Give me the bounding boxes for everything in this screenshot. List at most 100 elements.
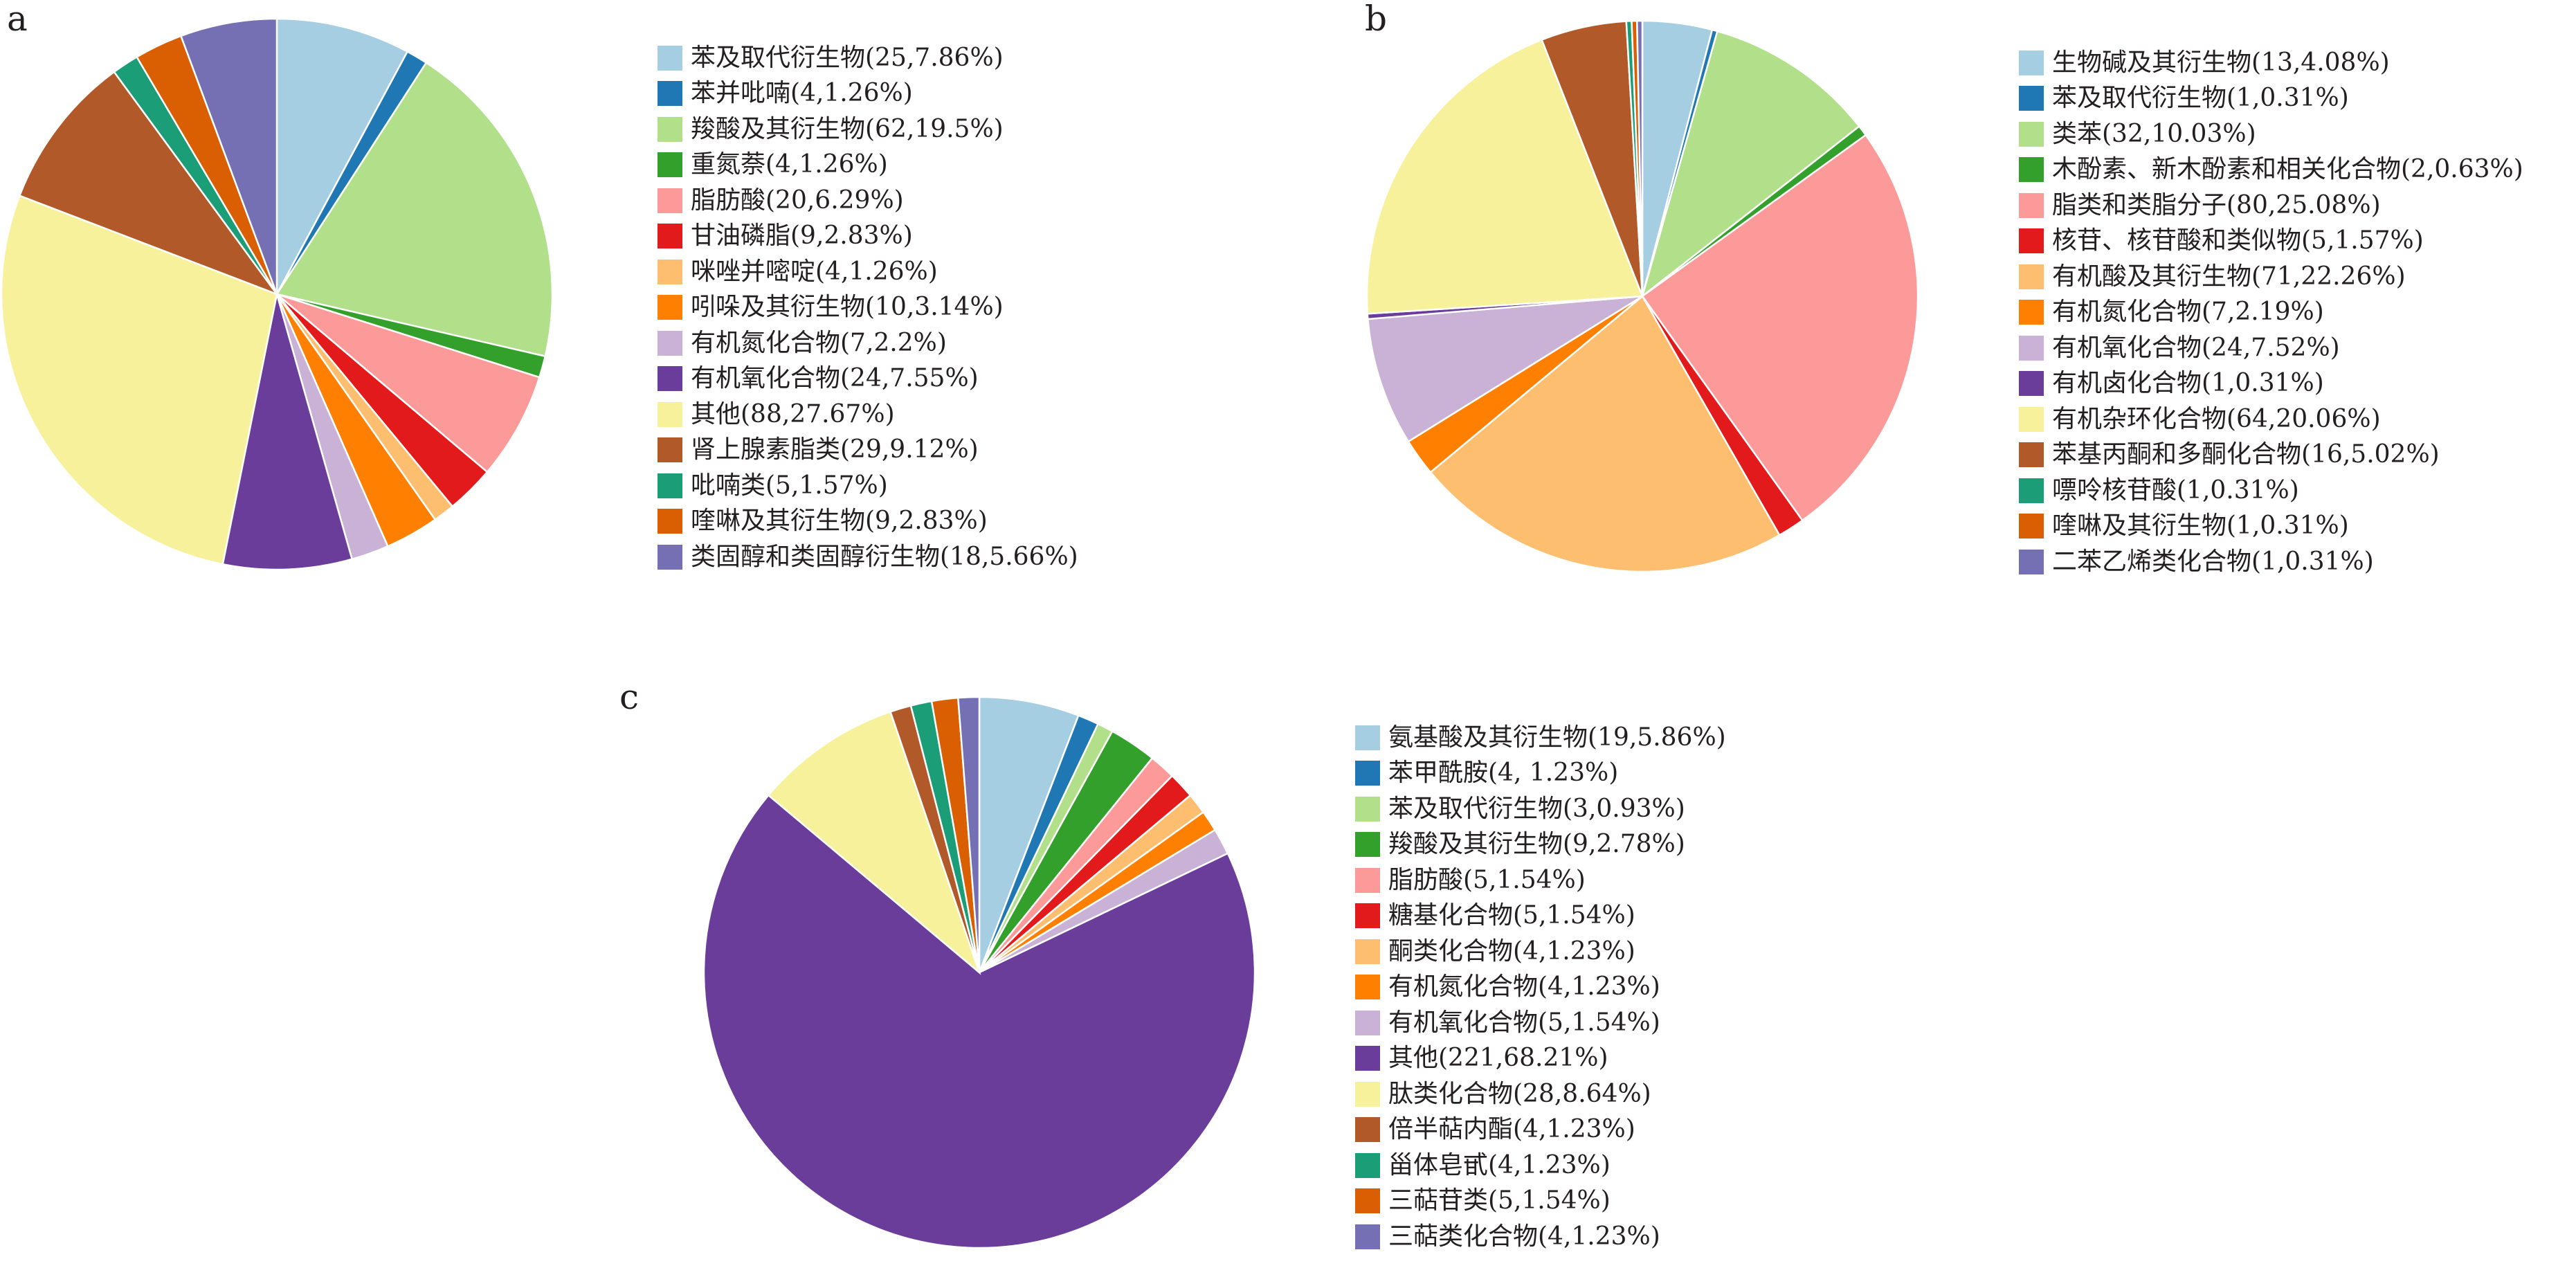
- legend-label: 氨基酸及其衍生物(19,5.86%): [1388, 723, 1726, 752]
- legend-label: 有机卤化合物(1,0.31%): [2052, 369, 2324, 398]
- legend-swatch: [1355, 1046, 1380, 1071]
- pie-slice: [0, 194, 278, 565]
- legend-swatch: [1355, 975, 1380, 1000]
- legend-label: 苯甲酰胺(4, 1.23%): [1388, 759, 1619, 788]
- legend-swatch: [2019, 478, 2044, 503]
- legend-label: 有机氧化合物(5,1.54%): [1388, 1008, 1660, 1037]
- legend-item: 倍半萜内酯(4,1.23%): [1355, 1112, 1726, 1148]
- legend-swatch: [657, 259, 682, 284]
- legend-swatch: [2019, 406, 2044, 432]
- pie-slice: [275, 61, 554, 358]
- legend-swatch: [2019, 86, 2044, 111]
- legend-item: 其他(221,68.21%): [1355, 1041, 1726, 1077]
- legend-item: 有机氮化合物(7,2.2%): [657, 325, 1078, 361]
- legend-swatch: [2019, 371, 2044, 397]
- legend-item: 苯及取代衍生物(3,0.93%): [1355, 791, 1726, 827]
- legend-swatch: [657, 544, 682, 570]
- legend-item: 类苯(32,10.03%): [2019, 116, 2523, 152]
- legend-swatch: [2019, 264, 2044, 289]
- legend-swatch: [2019, 300, 2044, 325]
- legend-swatch: [657, 152, 682, 178]
- pie-slice: [1366, 38, 1644, 315]
- legend-label: 嘌呤核苷酸(1,0.31%): [2052, 476, 2299, 505]
- legend-swatch: [1355, 796, 1380, 822]
- legend-label: 苯并吡喃(4,1.26%): [691, 79, 913, 108]
- legend-item: 酮类化合物(4,1.23%): [1355, 934, 1726, 970]
- legend-label: 木酚素、新木酚素和相关化合物(2,0.63%): [2052, 155, 2523, 184]
- legend-label: 脂肪酸(5,1.54%): [1388, 865, 1586, 894]
- pie-slice: [1429, 295, 1781, 573]
- legend-swatch: [657, 330, 682, 356]
- pie-slice: [221, 293, 354, 571]
- legend-swatch: [657, 224, 682, 249]
- legend-label: 甾体皂甙(4,1.23%): [1388, 1150, 1611, 1179]
- legend-label: 糖基化合物(5,1.54%): [1388, 901, 1635, 930]
- pie-slice: [179, 17, 278, 295]
- legend-item: 二苯乙烯类化合物(1,0.31%): [2019, 544, 2523, 580]
- legend-item: 喹啉及其衍生物(1,0.31%): [2019, 509, 2523, 545]
- pie-slice: [275, 17, 409, 295]
- pie-slice: [276, 293, 541, 473]
- legend-label: 类固醇和类固醇衍生物(18,5.66%): [691, 542, 1078, 571]
- legend-item: 重氮萘(4,1.26%): [657, 147, 1078, 183]
- legend-swatch: [1355, 1010, 1380, 1035]
- legend-item: 苯及取代衍生物(25,7.86%): [657, 40, 1078, 76]
- legend-item: 有机氮化合物(7,2.19%): [2019, 295, 2523, 331]
- legend-label: 肾上腺素脂类(29,9.12%): [691, 435, 979, 464]
- legend-c: 氨基酸及其衍生物(19,5.86%) 苯甲酰胺(4, 1.23%) 苯及取代衍生物(…: [1355, 720, 1726, 1255]
- pie-slice: [1367, 295, 1643, 443]
- legend-label: 有机氮化合物(7,2.2%): [691, 328, 947, 357]
- legend-label: 重氮萘(4,1.26%): [691, 150, 888, 179]
- legend-swatch: [2019, 157, 2044, 183]
- legend-swatch: [657, 295, 682, 320]
- legend-swatch: [657, 509, 682, 534]
- legend-item: 苯甲酰胺(4, 1.23%): [1355, 756, 1726, 792]
- legend-label: 苯基丙酮和多酮化合物(16,5.02%): [2052, 440, 2440, 469]
- legend-a: 苯及取代衍生物(25,7.86%) 苯并吡喃(4,1.26%) 羧酸及其衍生物(62…: [657, 40, 1078, 575]
- legend-label: 吲哚及其衍生物(10,3.14%): [691, 293, 1004, 322]
- legend-item: 嘌呤核苷酸(1,0.31%): [2019, 473, 2523, 509]
- legend-label: 类苯(32,10.03%): [2052, 119, 2256, 148]
- legend-item: 有机氧化合物(24,7.52%): [2019, 330, 2523, 366]
- legend-item: 脂肪酸(20,6.29%): [657, 183, 1078, 219]
- legend-label: 苯及取代衍生物(3,0.93%): [1388, 794, 1685, 823]
- legend-swatch: [1355, 939, 1380, 964]
- legend-item: 甾体皂甙(4,1.23%): [1355, 1148, 1726, 1184]
- legend-swatch: [2019, 228, 2044, 254]
- panel-label-b: b: [1365, 0, 1388, 39]
- legend-label: 有机氮化合物(4,1.23%): [1388, 972, 1660, 1002]
- legend-swatch: [2019, 514, 2044, 539]
- legend-label: 苯及取代衍生物(1,0.31%): [2052, 84, 2349, 113]
- legend-swatch: [2019, 192, 2044, 218]
- legend-item: 吲哚及其衍生物(10,3.14%): [657, 290, 1078, 326]
- legend-item: 木酚素、新木酚素和相关化合物(2,0.63%): [2019, 152, 2523, 188]
- legend-item: 肽类化合物(28,8.64%): [1355, 1076, 1726, 1112]
- legend-label: 肽类化合物(28,8.64%): [1388, 1079, 1651, 1108]
- legend-label: 其他(88,27.67%): [691, 399, 895, 428]
- legend-item: 有机酸及其衍生物(71,22.26%): [2019, 259, 2523, 295]
- legend-label: 三萜苷类(5,1.54%): [1388, 1186, 1611, 1215]
- legend-item: 咪唑并嘧啶(4,1.26%): [657, 254, 1078, 290]
- legend-swatch: [1355, 1117, 1380, 1143]
- legend-item: 羧酸及其衍生物(62,19.5%): [657, 111, 1078, 147]
- legend-item: 苯基丙酮和多酮化合物(16,5.02%): [2019, 437, 2523, 473]
- panel-label-a: a: [7, 0, 28, 39]
- legend-label: 三萜类化合物(4,1.23%): [1388, 1222, 1660, 1251]
- legend-item: 有机卤化合物(1,0.31%): [2019, 366, 2523, 402]
- legend-label: 酮类化合物(4,1.23%): [1388, 936, 1635, 966]
- legend-label: 有机氧化合物(24,7.52%): [2052, 333, 2340, 362]
- legend-label: 喹啉及其衍生物(9,2.83%): [691, 507, 988, 536]
- legend-swatch: [657, 81, 682, 107]
- legend-item: 类固醇和类固醇衍生物(18,5.66%): [657, 539, 1078, 575]
- legend-swatch: [2019, 335, 2044, 361]
- legend-swatch: [1355, 1081, 1380, 1107]
- legend-item: 吡喃类(5,1.57%): [657, 468, 1078, 504]
- legend-item: 羧酸及其衍生物(9,2.78%): [1355, 827, 1726, 863]
- legend-swatch: [2019, 442, 2044, 468]
- legend-swatch: [1355, 725, 1380, 750]
- legend-item: 脂类和类脂分子(80,25.08%): [2019, 188, 2523, 224]
- legend-label: 二苯乙烯类化合物(1,0.31%): [2052, 547, 2374, 576]
